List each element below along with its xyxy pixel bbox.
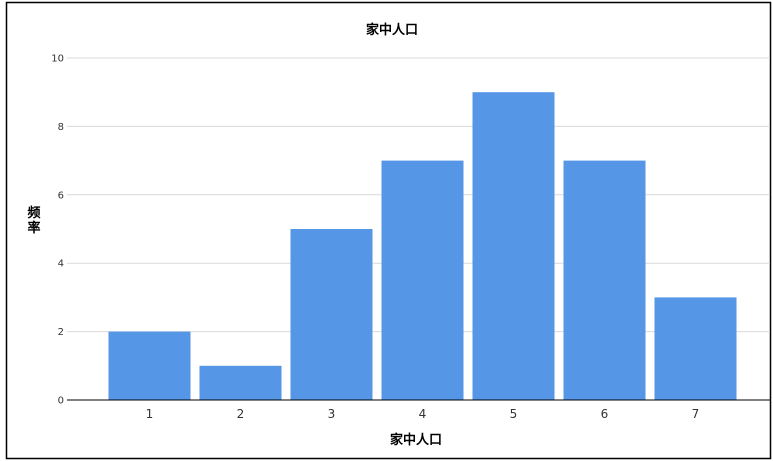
bar: [290, 229, 373, 400]
bar: [472, 92, 555, 400]
y-tick-label: 2: [58, 327, 64, 338]
y-tick-labels: 0 2 4 6 8 10: [51, 54, 64, 407]
bar: [381, 160, 464, 400]
y-tick-label: 6: [58, 190, 64, 201]
x-tick-label: 2: [237, 407, 245, 421]
x-tick-label: 7: [692, 407, 700, 421]
x-tick-label: 1: [146, 407, 154, 421]
bar: [563, 160, 646, 400]
y-tick-label: 10: [51, 54, 64, 65]
chart-title: 家中人口: [366, 22, 418, 38]
x-tick-label: 5: [510, 407, 518, 421]
x-tick-label: 4: [419, 407, 427, 421]
x-tick-label: 6: [601, 407, 609, 421]
bars: [108, 92, 737, 400]
y-axis-title: 频率: [27, 205, 40, 236]
y-tick-label: 4: [58, 259, 64, 270]
bar: [654, 297, 737, 400]
bar: [108, 331, 191, 400]
x-tick-labels: 1 2 3 4 5 6 7: [146, 407, 700, 421]
x-axis-title: 家中人口: [390, 432, 442, 448]
y-tick-label: 0: [58, 396, 64, 407]
x-tick-label: 3: [328, 407, 336, 421]
bar: [199, 365, 282, 400]
y-tick-label: 8: [58, 122, 64, 133]
